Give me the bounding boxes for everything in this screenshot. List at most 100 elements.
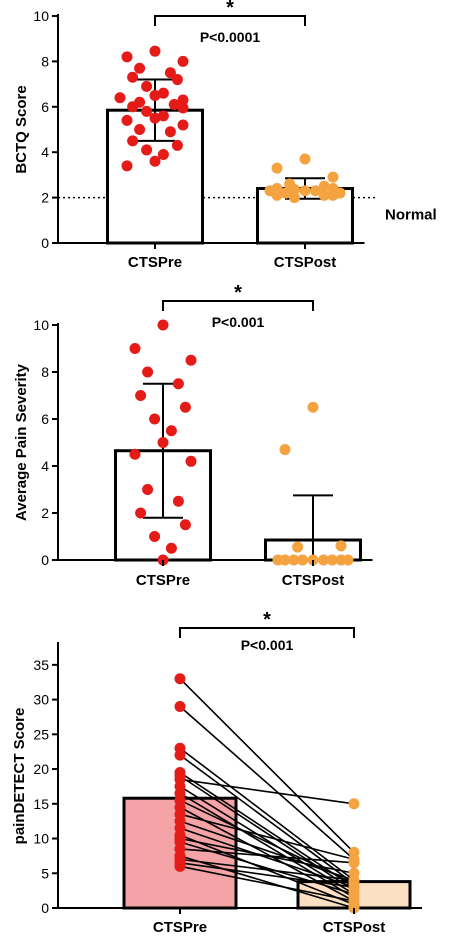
data-point-ctspost	[328, 172, 339, 183]
data-point-ctspre	[175, 701, 186, 712]
data-point-ctspre	[130, 449, 141, 460]
data-point-ctspost	[272, 163, 283, 174]
y-tick-label: 0	[41, 552, 49, 568]
data-point-ctspre	[150, 113, 161, 124]
data-point-ctspre	[186, 355, 197, 366]
data-point-ctspost	[272, 190, 283, 201]
data-point-ctspost	[273, 555, 284, 566]
data-point-ctspost	[343, 555, 354, 566]
y-tick-label: 25	[33, 726, 49, 742]
p-value-label: P<0.001	[241, 637, 294, 653]
data-point-ctspre	[165, 126, 176, 137]
data-point-ctspre	[127, 135, 138, 146]
data-point-ctspre	[130, 343, 141, 354]
y-axis-label: Average Pain Severity	[13, 363, 30, 521]
data-point-ctspre	[175, 861, 186, 872]
pain-severity-panel: 0 2 4 6 8 10 Average Pain Severity * P<0.001 CTSP…	[13, 282, 373, 589]
data-point-ctspre	[142, 367, 153, 378]
data-point-ctspre	[175, 750, 186, 761]
data-point-ctspre	[122, 160, 133, 171]
data-point-ctspre	[186, 456, 197, 467]
data-point-ctspre	[180, 519, 191, 530]
data-point-ctspre	[134, 124, 145, 135]
data-point-ctspre	[150, 156, 161, 167]
data-point-ctspost	[336, 540, 347, 551]
y-tick-label: 10	[33, 317, 49, 333]
significance-star: *	[226, 0, 234, 19]
data-point-ctspre	[166, 543, 177, 554]
significance-star: *	[263, 609, 271, 631]
data-point-ctspre	[158, 320, 169, 331]
y-tick-label: 0	[41, 235, 49, 251]
data-point-ctspre	[150, 90, 161, 101]
data-point-ctspost	[300, 185, 311, 196]
data-point-ctspre	[135, 390, 146, 401]
x-category-label: CTSPost	[274, 254, 337, 271]
x-category-label: CTSPost	[323, 919, 386, 936]
data-point-ctspre	[149, 414, 160, 425]
y-tick-label: 15	[33, 796, 49, 812]
data-point-ctspost	[300, 154, 311, 165]
data-point-ctspre	[142, 484, 153, 495]
data-point-ctspre	[135, 508, 146, 519]
y-tick-label: 2	[41, 505, 49, 521]
data-point-ctspre	[127, 101, 138, 112]
paindetect-panel: 0 5 10 15 20 25 30 35 painDETECT Score * P<0.001 CT…	[11, 609, 422, 936]
data-point-ctspre	[180, 402, 191, 413]
reference-line-label: Normal	[385, 207, 437, 224]
y-tick-label: 10	[33, 8, 49, 24]
y-tick-label: 6	[41, 99, 49, 115]
p-value-label: P<0.0001	[200, 29, 261, 45]
x-category-label: CTSPre	[136, 572, 190, 589]
data-point-ctspost	[349, 857, 360, 868]
x-category-label: CTSPre	[128, 254, 182, 271]
bctq-panel: 0 2 4 6 8 10 BCTQ Score Normal * P<0.0001 CTSPre CT…	[13, 0, 437, 271]
data-point-ctspre	[141, 81, 152, 92]
data-point-ctspre	[178, 119, 189, 130]
data-point-ctspre	[172, 74, 183, 85]
significance-star: *	[234, 282, 242, 304]
data-point-ctspre	[122, 115, 133, 126]
data-point-ctspre	[173, 378, 184, 389]
x-category-label: CTSPre	[153, 919, 207, 936]
data-point-ctspost	[288, 555, 299, 566]
data-point-ctspre	[150, 46, 161, 57]
data-point-ctspost	[292, 542, 303, 553]
data-point-ctspre	[115, 92, 126, 103]
data-point-ctspre	[172, 140, 183, 151]
p-value-label: P<0.001	[212, 314, 265, 330]
y-tick-label: 4	[41, 144, 49, 160]
data-point-ctspre	[158, 437, 169, 448]
y-tick-label: 5	[41, 865, 49, 881]
data-point-ctspre	[127, 72, 138, 83]
data-point-ctspre	[175, 673, 186, 684]
data-point-ctspost	[280, 444, 291, 455]
data-point-ctspost	[289, 192, 300, 203]
data-point-ctspost	[308, 402, 319, 413]
y-tick-label: 10	[33, 831, 49, 847]
data-point-ctspre	[149, 531, 160, 542]
x-category-label: CTSPost	[282, 572, 345, 589]
data-point-ctspost	[328, 190, 339, 201]
data-point-ctspost	[349, 798, 360, 809]
y-tick-label: 4	[41, 458, 49, 474]
data-point-ctspre	[122, 51, 133, 62]
y-tick-label: 2	[41, 190, 49, 206]
data-point-ctspost	[318, 555, 329, 566]
data-point-ctspre	[178, 56, 189, 67]
y-tick-label: 20	[33, 761, 49, 777]
data-point-ctspre	[141, 144, 152, 155]
y-axis-label: painDETECT Score	[11, 708, 28, 845]
data-point-ctspre	[178, 102, 189, 113]
data-point-ctspre	[166, 425, 177, 436]
y-tick-label: 30	[33, 692, 49, 708]
y-tick-label: 6	[41, 411, 49, 427]
y-axis-label: BCTQ Score	[13, 85, 30, 173]
y-tick-label: 8	[41, 364, 49, 380]
data-point-ctspre	[134, 63, 145, 74]
y-tick-label: 35	[33, 657, 49, 673]
y-tick-label: 8	[41, 53, 49, 69]
data-point-ctspre	[173, 496, 184, 507]
y-tick-label: 0	[41, 900, 49, 916]
